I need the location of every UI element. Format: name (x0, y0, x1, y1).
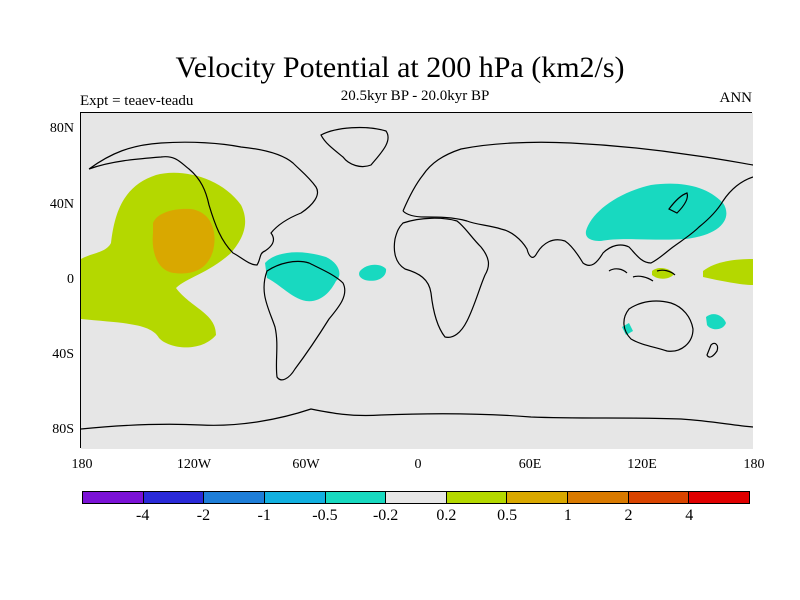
contour-negative-weak-coralsea (706, 314, 726, 330)
lat-label-40n: 40N (49, 197, 74, 212)
plot-subtitle: 20.5kyr BP - 20.0kyr BP (340, 88, 490, 104)
colorbar-box (628, 492, 690, 503)
colorbar-box (204, 492, 265, 503)
lat-label-80n: 80N (49, 121, 74, 136)
map-canvas (81, 113, 753, 449)
colorbar-label: 4 (685, 507, 694, 524)
colorbar-label: 2 (624, 507, 633, 524)
coast-eurasia (402, 141, 753, 266)
colorbar-box (689, 492, 750, 503)
colorbar-box (386, 492, 447, 503)
lon-label-120e: 120E (627, 457, 657, 472)
coast-africa (393, 217, 490, 338)
lon-label-180e: 180 (743, 457, 765, 472)
colorbar-box (83, 492, 144, 503)
colorbar-label: -0.5 (312, 507, 338, 524)
colorbar-label: 0.2 (436, 507, 457, 524)
lon-label-120w: 120W (176, 457, 212, 472)
coast-antarctica (81, 408, 753, 430)
contour-negative-weak-amazon (265, 252, 340, 302)
colorbar-label: -2 (196, 507, 211, 524)
lon-label-60e: 60E (518, 457, 542, 472)
coast-indonesia (608, 268, 676, 282)
colorbar-label: -1 (257, 507, 271, 524)
colorbar-box (143, 492, 205, 503)
map-background (81, 113, 753, 449)
season-label: ANN (719, 90, 753, 106)
contour-fills (81, 172, 753, 348)
coast-new-zealand (706, 342, 719, 358)
colorbar (82, 491, 750, 504)
lat-label-40s: 40S (52, 347, 74, 362)
experiment-label: Expt = teaev-teadu (80, 93, 194, 109)
plot-title: Velocity Potential at 200 hPa (km2/s) (175, 51, 625, 84)
coast-greenland (320, 126, 389, 168)
lon-label-0: 0 (414, 457, 422, 472)
colorbar-box (446, 492, 508, 503)
contour-positive-mid (152, 208, 215, 274)
contour-positive-weak-dateline (703, 259, 753, 285)
colorbar-label: 0.5 (497, 507, 518, 524)
colorbar-box (264, 492, 326, 503)
colorbar-label: 1 (563, 507, 572, 524)
colorbar-box (568, 492, 629, 503)
lat-label-0: 0 (67, 272, 74, 287)
colorbar-label: -4 (136, 507, 150, 524)
lon-label-180w: 180 (71, 457, 93, 472)
coast-japan (668, 192, 688, 214)
coast-north-america (88, 141, 319, 266)
colorbar-label: -0.2 (372, 507, 399, 524)
coast-australia (623, 300, 694, 352)
lon-label-60w: 60W (292, 457, 320, 472)
contour-negative-weak-atlantic (359, 264, 387, 281)
coastlines (81, 126, 753, 430)
map-panel (80, 112, 753, 449)
coast-south-america (263, 260, 346, 381)
lat-label-80s: 80S (52, 422, 74, 437)
colorbar-box (507, 492, 569, 503)
colorbar-box (325, 492, 387, 503)
contour-negative-weak-westpacific (585, 183, 727, 241)
